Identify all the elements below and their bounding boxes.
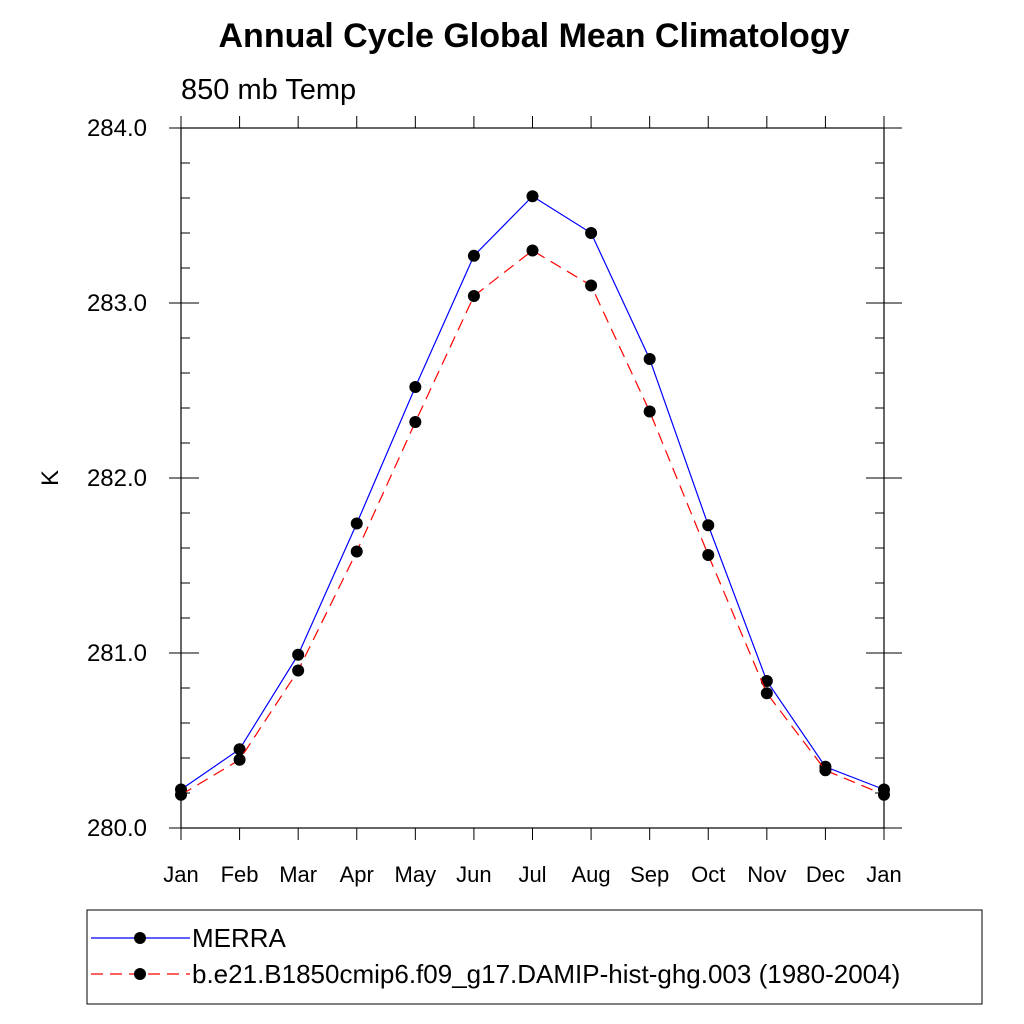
data-point bbox=[350, 545, 363, 558]
data-point bbox=[585, 227, 598, 239]
series-line bbox=[180, 249, 885, 796]
data-point bbox=[292, 664, 305, 677]
legend-entry-1: MERRA bbox=[91, 923, 287, 953]
data-point bbox=[760, 687, 773, 700]
data-point bbox=[233, 743, 246, 756]
chart-title: Annual Cycle Global Mean Climatology bbox=[219, 17, 850, 55]
chart-subtitle: 850 mb Temp bbox=[181, 74, 356, 106]
data-point bbox=[350, 517, 363, 530]
data-point bbox=[760, 675, 773, 687]
legend-marker bbox=[134, 968, 146, 980]
x-tick-label: Aug bbox=[572, 862, 611, 887]
x-tick-label: Feb bbox=[221, 862, 259, 887]
data-point bbox=[467, 290, 480, 302]
data-point bbox=[643, 405, 656, 418]
series-layer bbox=[175, 190, 890, 801]
x-tick-label: Jan bbox=[163, 862, 198, 887]
x-tick-label: Nov bbox=[747, 862, 786, 887]
x-tick-label: May bbox=[395, 862, 437, 887]
x-tick-label: Oct bbox=[691, 862, 725, 887]
data-point bbox=[409, 416, 422, 428]
plot-frame bbox=[180, 127, 885, 829]
x-tick-label: Sep bbox=[630, 862, 669, 887]
x-axis-tick-labels: Jan Feb Mar Apr May Jun Jul Aug Sep Oct Nov Dec Jan bbox=[163, 862, 901, 887]
data-point bbox=[643, 353, 656, 365]
x-tick-label: Mar bbox=[279, 862, 317, 887]
y-tick-label: 282.0 bbox=[87, 465, 147, 492]
y-tick-label: 284.0 bbox=[87, 115, 147, 142]
data-point bbox=[526, 244, 539, 257]
data-point bbox=[467, 249, 480, 262]
data-point bbox=[409, 381, 422, 393]
x-tick-label: Jun bbox=[456, 862, 491, 887]
axis-ticks bbox=[169, 116, 902, 840]
y-tick-label: 281.0 bbox=[87, 640, 147, 667]
legend-marker bbox=[134, 932, 146, 944]
series-line bbox=[180, 195, 885, 791]
data-point bbox=[878, 788, 890, 801]
series-2 bbox=[175, 244, 890, 801]
x-tick-label: Jan bbox=[866, 862, 901, 887]
legend: MERRA b.e21.B1850cmip6.f09_g17.DAMIP-hist… bbox=[91, 923, 900, 989]
data-point bbox=[819, 764, 832, 777]
y-tick-label: 283.0 bbox=[87, 290, 147, 317]
legend-box bbox=[86, 909, 983, 1005]
y-tick-label: 280.0 bbox=[87, 815, 147, 842]
x-tick-label: Jul bbox=[518, 862, 546, 887]
data-point bbox=[702, 549, 715, 561]
legend-label: b.e21.B1850cmip6.f09_g17.DAMIP-hist-ghg.… bbox=[192, 959, 900, 989]
x-tick-label: Apr bbox=[340, 862, 374, 887]
legend-label: MERRA bbox=[192, 923, 287, 953]
y-axis-label: K bbox=[37, 470, 64, 486]
data-point bbox=[702, 519, 715, 532]
x-tick-label: Dec bbox=[806, 862, 845, 887]
series-1 bbox=[175, 190, 890, 796]
data-point bbox=[526, 190, 539, 203]
legend-entry-2: b.e21.B1850cmip6.f09_g17.DAMIP-hist-ghg.… bbox=[91, 959, 900, 989]
data-point bbox=[585, 279, 598, 292]
data-point bbox=[233, 753, 246, 766]
y-axis-tick-labels: 280.0 281.0 282.0 283.0 284.0 bbox=[87, 115, 147, 842]
data-point bbox=[292, 648, 305, 661]
data-point bbox=[175, 788, 187, 801]
